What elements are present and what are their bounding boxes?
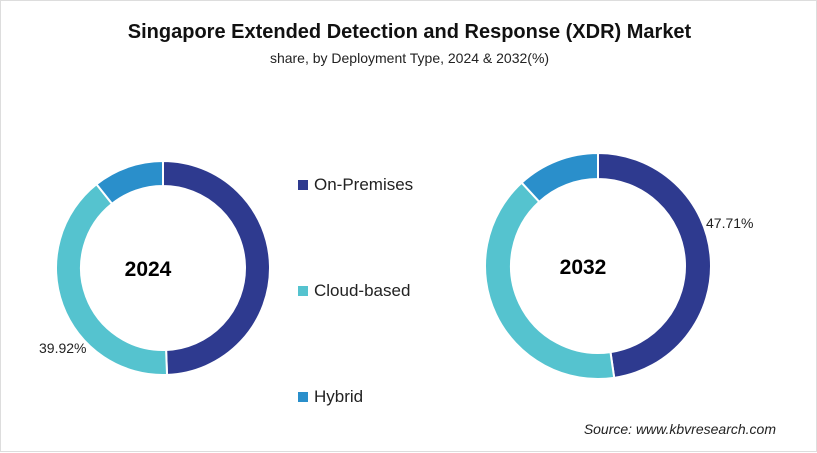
donut-slice-2032-on-premises	[597, 151, 712, 379]
legend-item-on-premises: On-Premises	[298, 175, 413, 195]
donut-slice-2024-hybrid	[95, 159, 164, 206]
data-label: 47.71%	[706, 215, 753, 231]
data-label: 39.92%	[39, 340, 86, 356]
legend-label: Hybrid	[314, 387, 364, 406]
legend-swatch	[298, 392, 308, 402]
legend-label: Cloud-based	[314, 281, 411, 300]
chart-subtitle: share, by Deployment Type, 2024 & 2032(%…	[269, 50, 550, 66]
center-label: 2024	[125, 258, 172, 281]
chart-title: Singapore Extended Detection and Respons…	[127, 21, 692, 43]
source-note: Source: www.kbvresearch.com	[583, 421, 776, 437]
legend-item-cloud-based: Cloud-based	[298, 281, 410, 301]
legend-item-hybrid: Hybrid	[298, 387, 363, 407]
donut-slice-2032-cloud-based	[484, 181, 616, 380]
donut-slice-2032-hybrid	[520, 151, 599, 204]
center-label: 2032	[560, 256, 607, 279]
legend-label: On-Premises	[314, 175, 414, 194]
legend-swatch	[298, 286, 308, 296]
legend-swatch	[298, 180, 308, 190]
donut-slice-2024-on-premises	[162, 159, 271, 376]
